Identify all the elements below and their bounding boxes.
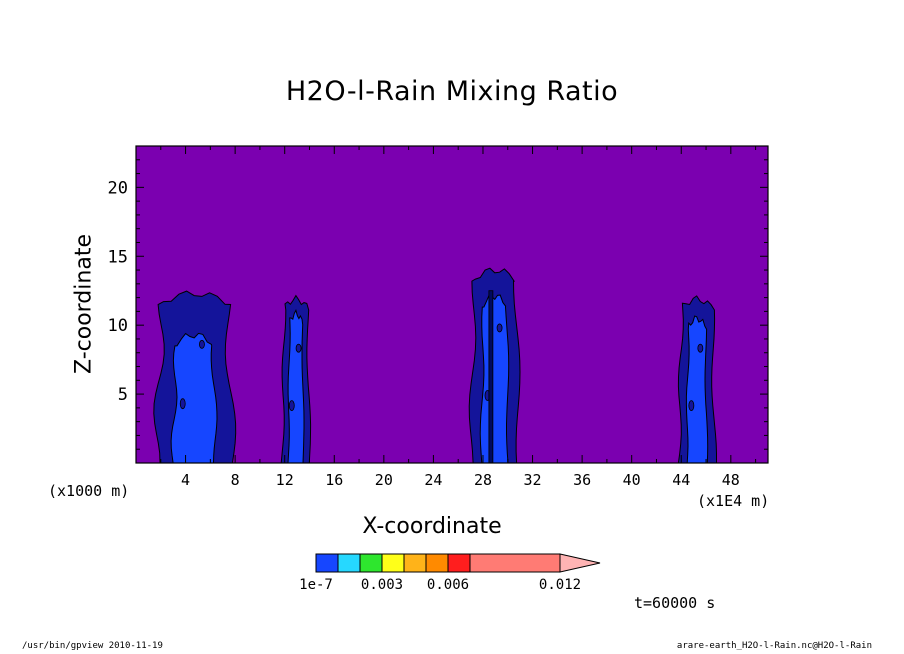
- colorbar-swatch: [447, 553, 471, 573]
- rain-cell-blob: [688, 400, 695, 411]
- colorbar-tick-label: 1e-7: [299, 577, 333, 593]
- colorbar-tick-label: 0.006: [427, 577, 469, 593]
- footer-program-info: /usr/bin/gpview 2010-11-19: [22, 641, 163, 651]
- colorbar-tick-label: 0.003: [361, 577, 403, 593]
- colorbar-swatch: [337, 553, 361, 573]
- x-tick-label: 4: [181, 471, 190, 489]
- x-tick-label: 48: [722, 471, 740, 489]
- x-tick-label: 24: [424, 471, 442, 489]
- rain-cell-inner-contour: [170, 332, 218, 464]
- chart-title: H2O-l-Rain Mixing Ratio: [285, 76, 619, 107]
- y-tick-label: 15: [108, 247, 128, 267]
- colorbar-swatch: [359, 553, 383, 573]
- x-axis-label: X-coordinate: [362, 514, 502, 539]
- rain-cell-blob: [179, 398, 186, 410]
- rain-cell-blob: [288, 400, 295, 411]
- plot-background: [136, 146, 768, 463]
- rain-cell-core: [488, 290, 494, 464]
- x-axis-unit: (x1E4 m): [697, 492, 770, 510]
- time-label: t=60000 s: [634, 594, 716, 612]
- colorbar-swatch: [315, 553, 339, 573]
- rain-cell-blob: [199, 339, 205, 349]
- rain-cell-inner-contour: [287, 309, 305, 464]
- rain-cell-3: [468, 267, 521, 464]
- x-tick-label: 36: [573, 471, 591, 489]
- rain-cell-2: [280, 294, 312, 464]
- colorbar: 1e-7 0.003 0.006 0.012: [299, 553, 601, 593]
- y-tick-label: 5: [118, 385, 128, 405]
- y-tick-label: 20: [108, 178, 128, 198]
- rain-cell-inner-contour: [685, 315, 709, 464]
- rain-cell-blob: [496, 323, 503, 333]
- colorbar-tick-label: 0.012: [539, 577, 581, 593]
- rain-cell-1: [153, 290, 237, 464]
- plot-frame: [135, 145, 769, 464]
- colorbar-swatch: [381, 553, 405, 573]
- x-tick-label: 28: [474, 471, 492, 489]
- y-axis-label: Z-coordinate: [71, 234, 97, 374]
- x-tick-label: 20: [375, 471, 393, 489]
- x-tick-label: 16: [325, 471, 343, 489]
- rain-cell-inner-contour: [479, 293, 510, 464]
- colorbar-swatch: [425, 553, 449, 573]
- rain-cell-4: [677, 295, 717, 464]
- x-tick-label: 8: [231, 471, 240, 489]
- footer-file-info: arare-earth_H2O-l-Rain.nc@H2O-l-Rain: [676, 641, 872, 651]
- x-tick-label: 32: [524, 471, 542, 489]
- x-tick-label: 44: [672, 471, 690, 489]
- x-tick-label: 12: [276, 471, 294, 489]
- rain-cell-blob: [697, 343, 704, 353]
- colorbar-swatch: [469, 553, 561, 573]
- plot-area: [136, 146, 768, 464]
- colorbar-extend-arrow: [559, 553, 601, 573]
- y-axis-unit: (x1000 m): [48, 482, 130, 500]
- rain-cell-blob: [295, 343, 302, 353]
- x-tick-label: 40: [623, 471, 641, 489]
- y-tick-label: 10: [108, 316, 128, 336]
- colorbar-swatch: [403, 553, 427, 573]
